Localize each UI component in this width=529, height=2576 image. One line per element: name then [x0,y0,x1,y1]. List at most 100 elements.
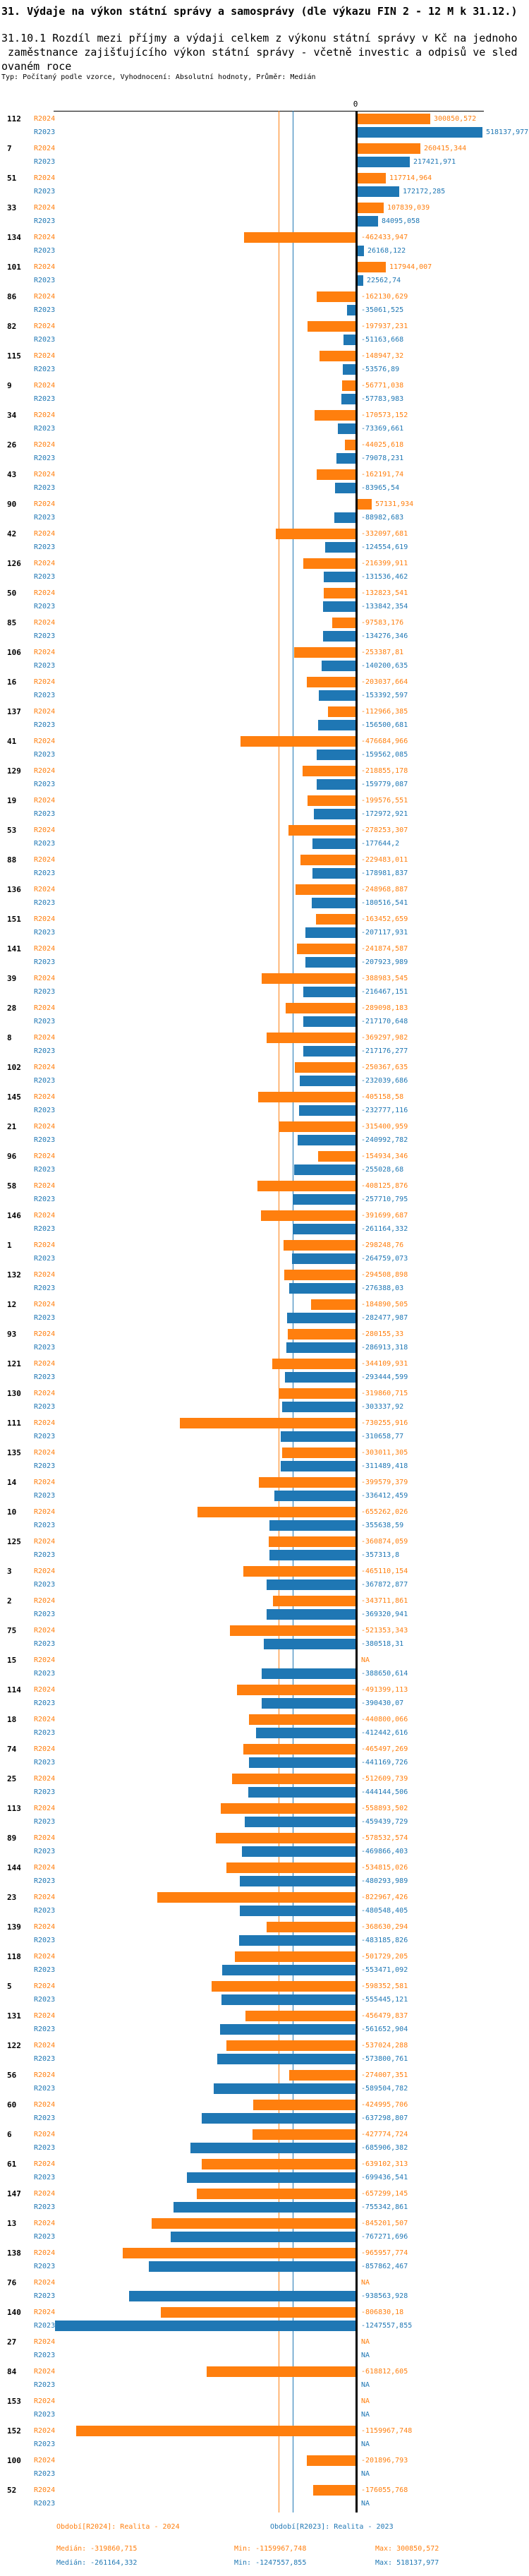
value-label-r2023: -35061,525 [361,306,404,314]
value-label-r2023: -159779,087 [361,781,408,788]
row-id-label: 3 [7,1567,12,1576]
series-row-label-r2024: R2024 [34,2131,56,2138]
series-row-label-r2024: R2024 [34,2338,56,2346]
series-row-label-r2023: R2023 [34,1522,56,1529]
bar-r2023 [358,157,410,167]
series-row-label-r2023: R2023 [34,1551,56,1559]
bar-r2024 [258,1092,355,1102]
series-row-label-r2023: R2023 [34,1492,56,1500]
footer-max-r2024: Max: 300850,572 [375,2545,439,2553]
bar-r2024 [279,1388,355,1399]
bar-r2024 [180,1418,355,1428]
row-id-label: 146 [7,1211,21,1220]
value-label-r2023: -480548,405 [361,1907,408,1915]
value-label-r2023: -217176,277 [361,1047,408,1055]
bar-r2023 [248,1787,355,1798]
footer-median-r2023: Medián: -261164,332 [56,2559,138,2567]
row-id-label: 76 [7,2278,17,2287]
row-id-label: 102 [7,1063,21,1072]
row-id-label: 134 [7,233,21,242]
bar-r2024 [212,1981,355,1992]
series-row-label-r2024: R2024 [34,500,56,508]
value-label-r2024: 117714,964 [389,174,432,182]
bar-r2023 [171,2232,355,2242]
bar-r2024 [358,499,372,510]
value-label-r2024: -176055,768 [361,2486,408,2494]
bar-r2024 [288,1329,355,1340]
series-row-label-r2024: R2024 [34,1508,56,1516]
row-id-label: 41 [7,737,17,746]
row-id-label: 135 [7,1448,21,1457]
series-row-label-r2024: R2024 [34,915,56,923]
value-label-r2024: -456479,837 [361,2012,408,2020]
bar-r2023 [312,838,355,849]
series-row-label-r2024: R2024 [34,738,56,745]
bar-r2024 [318,1151,355,1162]
value-label-r2024: -1159967,748 [361,2427,413,2435]
series-row-label-r2023: R2023 [34,1136,56,1144]
value-label-r2023: -336412,459 [361,1492,408,1500]
value-label-r2023: NA [361,2411,370,2419]
series-row-label-r2024: R2024 [34,1330,56,1338]
series-row-label-r2024: R2024 [34,2190,56,2198]
series-row-label-r2024: R2024 [34,589,56,597]
bar-r2024 [307,2455,355,2466]
bar-r2024 [197,1507,355,1517]
bar-r2024 [358,114,430,124]
series-row-label-r2024: R2024 [34,1656,56,1664]
footer-median-r2024: Medián: -319860,715 [56,2545,138,2553]
bar-r2024 [269,1536,355,1547]
bar-r2023 [293,1224,355,1234]
row-id-label: 43 [7,470,17,479]
value-label-r2023: -51163,668 [361,336,404,344]
value-label-r2023: -131536,462 [361,573,408,581]
series-row-label-r2023: R2023 [34,128,56,136]
series-row-label-r2023: R2023 [34,1996,56,2004]
series-row-label-r2024: R2024 [34,1360,56,1368]
bar-r2024 [259,1477,355,1488]
value-label-r2023: -857862,467 [361,2263,408,2270]
bar-r2024 [303,558,355,569]
value-label-r2024: -462433,947 [361,234,408,241]
value-label-r2024: -534815,026 [361,1864,408,1872]
series-row-label-r2024: R2024 [34,2309,56,2316]
row-id-label: 12 [7,1300,17,1309]
bar-r2024 [345,440,355,450]
row-id-label: 96 [7,1152,17,1161]
series-row-label-r2024: R2024 [34,2160,56,2168]
bar-r2024 [296,884,355,895]
value-label-r2024: -465110,154 [361,1567,408,1575]
series-row-label-r2023: R2023 [34,1640,56,1648]
series-row-label-r2024: R2024 [34,1597,56,1605]
report-type-line: Typ: Počítaný podle vzorce, Vyhodnocení:… [1,73,316,81]
value-label-r2024: -537024,288 [361,2042,408,2050]
row-id-label: 126 [7,559,21,568]
value-label-r2023: -255028,68 [361,1166,404,1174]
value-label-r2024: -148947,32 [361,352,404,360]
series-row-label-r2024: R2024 [34,2012,56,2020]
value-label-r2023: -264759,073 [361,1255,408,1263]
value-label-r2024: -303011,305 [361,1449,408,1457]
bar-r2023 [358,186,399,197]
series-row-label-r2024: R2024 [34,2486,56,2494]
series-row-label-r2023: R2023 [34,1047,56,1055]
bar-r2023 [343,335,355,345]
value-label-r2024: -197937,231 [361,323,408,330]
bar-r2024 [253,2129,355,2140]
value-label-r2023: -480293,989 [361,1877,408,1885]
bar-r2024 [342,380,355,391]
row-id-label: 153 [7,2397,21,2406]
value-label-r2023: -207117,931 [361,929,408,937]
value-label-r2023: -282477,987 [361,1314,408,1322]
value-label-r2023: 26168,122 [367,247,406,255]
bar-r2023 [267,1579,355,1590]
bar-r2024 [232,1774,355,1784]
bar-r2024 [332,618,355,628]
series-row-label-r2024: R2024 [34,411,56,419]
bar-r2023 [335,483,355,493]
zero-axis-line [355,111,358,2512]
series-row-label-r2023: R2023 [34,2322,56,2330]
series-row-label-r2023: R2023 [34,336,56,344]
bar-r2023 [267,1609,355,1620]
series-row-label-r2023: R2023 [34,1166,56,1174]
